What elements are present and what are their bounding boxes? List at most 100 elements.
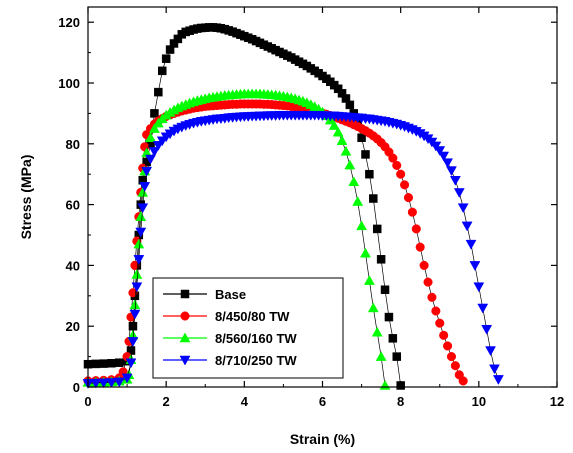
legend: Base 8/450/80 TW 8/560/160 TW 8/710/250 TW — [152, 277, 344, 379]
data-point — [139, 182, 151, 192]
data-point — [328, 120, 340, 130]
data-point — [379, 379, 391, 390]
data-point — [477, 303, 489, 314]
x-tick-label: 2 — [163, 394, 170, 409]
legend-item: Base — [163, 287, 246, 302]
data-point — [407, 207, 417, 217]
data-point — [137, 186, 149, 197]
x-tick-label: 10 — [472, 394, 486, 409]
y-tick-label: 60 — [66, 198, 80, 213]
data-point — [384, 312, 394, 322]
y-tick-label: 20 — [66, 319, 80, 334]
data-point — [435, 318, 445, 328]
data-point — [427, 292, 437, 302]
data-point — [161, 54, 171, 63]
data-point — [392, 352, 402, 361]
data-point — [131, 269, 143, 279]
data-point — [380, 285, 390, 294]
data-point — [127, 337, 139, 347]
data-point — [133, 238, 145, 249]
data-point — [419, 260, 429, 270]
data-point — [113, 377, 125, 388]
data-point — [149, 147, 160, 157]
data-point — [434, 146, 446, 157]
data-point — [396, 169, 406, 179]
data-point — [492, 375, 504, 385]
data-point — [128, 288, 138, 298]
data-point — [438, 151, 450, 162]
data-point — [473, 282, 485, 293]
data-point — [129, 309, 141, 320]
data-point — [376, 255, 386, 264]
data-point — [392, 160, 402, 170]
data-point — [388, 153, 398, 163]
data-point — [367, 302, 379, 313]
data-point — [125, 358, 137, 369]
data-point — [485, 346, 496, 357]
y-tick-label: 80 — [66, 137, 80, 152]
y-tick-label: 0 — [73, 380, 80, 395]
data-point — [423, 277, 433, 287]
x-tick-label: 0 — [84, 394, 91, 409]
data-point — [411, 224, 421, 234]
data-point — [158, 66, 167, 76]
data-point — [356, 220, 368, 231]
data-point — [345, 100, 355, 110]
data-point — [363, 275, 375, 285]
data-point — [137, 203, 149, 214]
data-point — [372, 224, 382, 234]
data-point — [415, 242, 425, 252]
legend-marker — [180, 311, 190, 321]
data-point — [465, 239, 477, 250]
data-point — [135, 211, 147, 222]
data-point — [446, 352, 457, 362]
legend-label: 8/710/250 TW — [215, 353, 297, 368]
data-point — [439, 330, 449, 340]
legend-marker — [179, 355, 191, 366]
data-point — [340, 145, 352, 156]
data-point — [443, 341, 453, 351]
data-point — [446, 166, 457, 177]
data-point — [400, 180, 410, 190]
plot-layer — [82, 23, 504, 390]
data-point — [145, 132, 156, 142]
data-point — [449, 176, 461, 186]
series-1 — [83, 23, 405, 390]
data-point — [453, 188, 465, 198]
legend-item: 8/710/250 TW — [163, 353, 297, 368]
x-tick-label: 8 — [397, 394, 404, 409]
legend-item: 8/560/160 TW — [163, 331, 297, 346]
data-point — [344, 159, 356, 170]
data-point — [371, 326, 383, 337]
data-point — [431, 306, 441, 316]
data-point — [481, 324, 493, 335]
data-point — [133, 255, 145, 265]
data-point — [141, 166, 153, 177]
data-point — [91, 359, 101, 369]
data-point — [107, 359, 116, 368]
data-point — [149, 123, 160, 133]
data-point — [332, 126, 344, 137]
data-point — [469, 261, 481, 271]
data-point — [121, 373, 133, 384]
data-point — [145, 154, 156, 165]
legend-item: 8/450/80 TW — [163, 309, 290, 324]
data-point — [99, 359, 108, 368]
data-point — [357, 133, 366, 142]
x-axis-title: Strain (%) — [290, 431, 355, 447]
data-point — [403, 193, 414, 203]
legend-label: 8/450/80 TW — [215, 309, 290, 324]
data-point — [442, 158, 453, 169]
data-point — [458, 376, 468, 386]
x-tick-label: 4 — [241, 394, 249, 409]
data-point — [450, 361, 460, 371]
data-point — [489, 364, 500, 375]
data-point — [375, 351, 387, 361]
data-point — [135, 227, 147, 238]
series-4 — [82, 110, 504, 389]
y-tick-label: 40 — [66, 258, 80, 273]
data-point — [98, 378, 110, 389]
data-point — [352, 196, 364, 206]
